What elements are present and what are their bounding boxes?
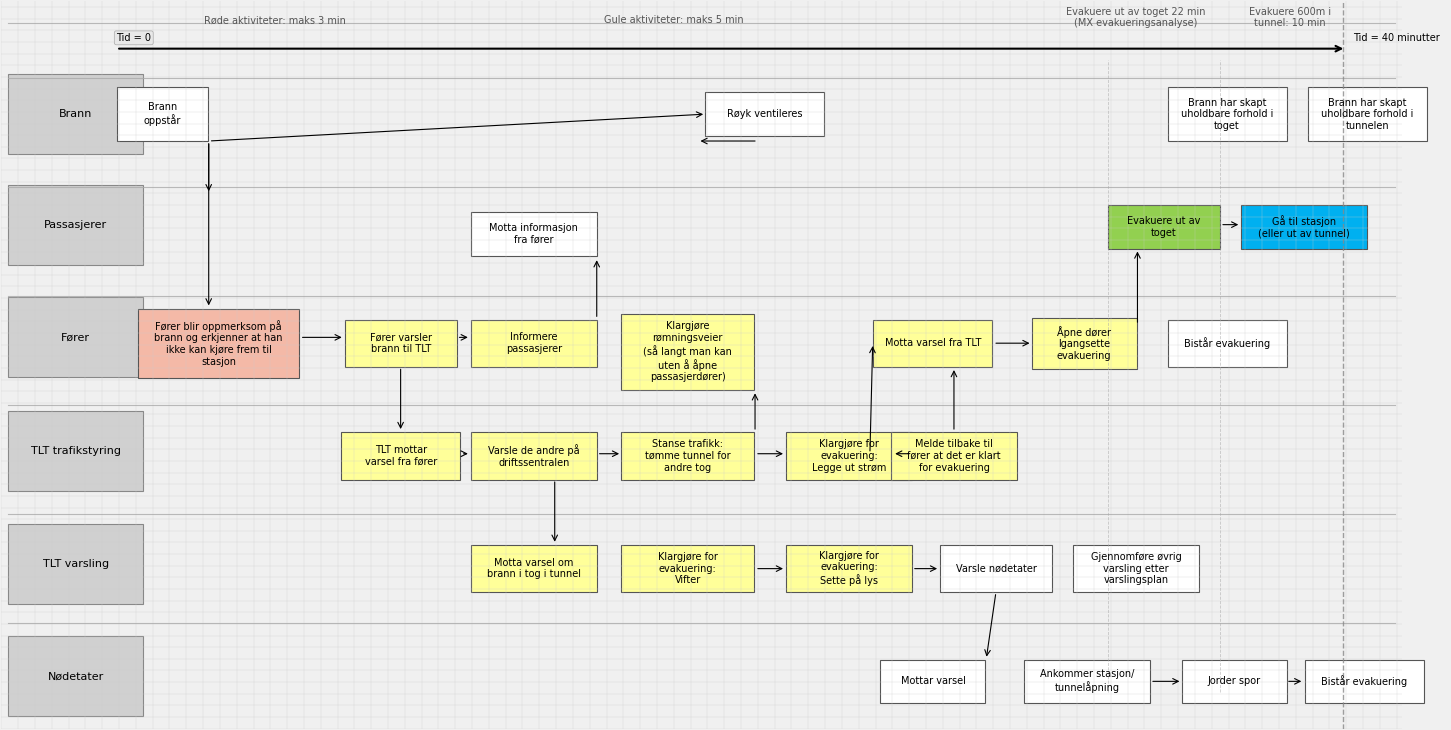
Text: Ankommer stasjon/
tunnelåpning: Ankommer stasjon/ tunnelåpning	[1040, 669, 1135, 694]
FancyBboxPatch shape	[344, 320, 457, 366]
FancyBboxPatch shape	[621, 314, 755, 390]
FancyBboxPatch shape	[1304, 659, 1423, 703]
Text: Brann: Brann	[59, 109, 93, 119]
Text: Varsle nødetater: Varsle nødetater	[956, 564, 1036, 574]
FancyBboxPatch shape	[9, 185, 142, 265]
FancyBboxPatch shape	[9, 523, 142, 604]
FancyBboxPatch shape	[1024, 659, 1151, 703]
Text: Fører blir oppmerksom på
brann og erkjenner at han
ikke kan kjøre frem til
stasj: Fører blir oppmerksom på brann og erkjen…	[154, 320, 283, 366]
Text: Nødetater: Nødetater	[48, 672, 104, 681]
FancyBboxPatch shape	[138, 309, 299, 377]
Text: Røyk ventileres: Røyk ventileres	[727, 109, 802, 119]
FancyBboxPatch shape	[9, 297, 142, 377]
Text: Jorder spor: Jorder spor	[1207, 676, 1261, 686]
FancyBboxPatch shape	[621, 545, 755, 592]
FancyBboxPatch shape	[786, 545, 911, 592]
Text: Gjennomføre øvrig
varsling etter
varslingsplan: Gjennomføre øvrig varsling etter varslin…	[1091, 552, 1181, 585]
Text: Klargjøre for
evakuering:
Vifter: Klargjøre for evakuering: Vifter	[657, 552, 718, 585]
Text: Klargjøre for
evakuering:
Legge ut strøm: Klargjøre for evakuering: Legge ut strøm	[811, 439, 887, 472]
Text: Informere
passasjerer: Informere passasjerer	[505, 332, 562, 354]
FancyBboxPatch shape	[1074, 545, 1199, 592]
Text: Passasjerer: Passasjerer	[44, 220, 107, 230]
Text: Motta informasjon
fra fører: Motta informasjon fra fører	[489, 223, 577, 245]
FancyBboxPatch shape	[705, 92, 824, 136]
FancyBboxPatch shape	[1032, 318, 1136, 369]
FancyBboxPatch shape	[1168, 320, 1287, 366]
Text: TLT varsling: TLT varsling	[42, 558, 109, 569]
FancyBboxPatch shape	[621, 432, 755, 480]
FancyBboxPatch shape	[470, 320, 596, 366]
Text: Tid = 0: Tid = 0	[116, 33, 151, 43]
FancyBboxPatch shape	[9, 411, 142, 491]
FancyBboxPatch shape	[1109, 205, 1220, 249]
FancyBboxPatch shape	[1181, 659, 1287, 703]
FancyBboxPatch shape	[470, 432, 596, 480]
Text: Motta varsel fra TLT: Motta varsel fra TLT	[885, 338, 981, 348]
Text: Klargjøre
rømningsveier
(så langt man kan
uten å åpne
passasjerdører): Klargjøre rømningsveier (så langt man ka…	[643, 321, 733, 383]
Text: Melde tilbake til
fører at det er klart
for evakuering: Melde tilbake til fører at det er klart …	[907, 439, 1001, 472]
Text: TLT trafikstyring: TLT trafikstyring	[30, 446, 120, 456]
Text: Stanse trafikk:
tømme tunnel for
andre tog: Stanse trafikk: tømme tunnel for andre t…	[646, 439, 731, 472]
Text: Varsle de andre på
driftssentralen: Varsle de andre på driftssentralen	[488, 444, 579, 468]
Text: Tid = 40 minutter: Tid = 40 minutter	[1354, 33, 1439, 43]
FancyBboxPatch shape	[874, 320, 992, 366]
Text: Åpne dører
lgangsette
evakuering: Åpne dører lgangsette evakuering	[1056, 326, 1111, 361]
Text: Røde aktiviteter: maks 3 min: Røde aktiviteter: maks 3 min	[203, 15, 345, 26]
FancyBboxPatch shape	[470, 545, 596, 592]
Text: Bistår evakuering: Bistår evakuering	[1184, 337, 1270, 349]
Text: Motta varsel om
brann i tog i tunnel: Motta varsel om brann i tog i tunnel	[486, 558, 580, 580]
FancyBboxPatch shape	[1307, 87, 1426, 142]
Text: Evakuere 600m i
tunnel: 10 min: Evakuere 600m i tunnel: 10 min	[1249, 7, 1331, 28]
Text: Evakuere ut av toget 22 min
(MX evakueringsanalyse): Evakuere ut av toget 22 min (MX evakueri…	[1066, 7, 1206, 28]
Text: Fører: Fører	[61, 332, 90, 342]
FancyBboxPatch shape	[9, 74, 142, 154]
FancyBboxPatch shape	[341, 432, 460, 480]
FancyBboxPatch shape	[786, 432, 911, 480]
Text: Mottar varsel: Mottar varsel	[901, 676, 965, 686]
Text: Gå til stasjon
(eller ut av tunnel): Gå til stasjon (eller ut av tunnel)	[1258, 215, 1349, 239]
Text: Gule aktiviteter: maks 5 min: Gule aktiviteter: maks 5 min	[604, 15, 743, 26]
FancyBboxPatch shape	[470, 212, 596, 256]
FancyBboxPatch shape	[9, 637, 142, 716]
Text: Fører varsler
brann til TLT: Fører varsler brann til TLT	[370, 332, 431, 354]
Text: Klargjøre for
evakuering:
Sette på lys: Klargjøre for evakuering: Sette på lys	[818, 551, 879, 586]
Text: Brann har skapt
uholdbare forhold i
toget: Brann har skapt uholdbare forhold i toge…	[1181, 98, 1274, 131]
FancyBboxPatch shape	[118, 87, 207, 142]
FancyBboxPatch shape	[1241, 205, 1367, 249]
FancyBboxPatch shape	[891, 432, 1017, 480]
Text: Brann
oppstår: Brann oppstår	[144, 102, 181, 126]
FancyBboxPatch shape	[940, 545, 1052, 592]
Text: TLT mottar
varsel fra fører: TLT mottar varsel fra fører	[364, 445, 437, 466]
Text: Evakuere ut av
toget: Evakuere ut av toget	[1127, 216, 1201, 238]
FancyBboxPatch shape	[881, 659, 985, 703]
Text: Brann har skapt
uholdbare forhold i
tunnelen: Brann har skapt uholdbare forhold i tunn…	[1320, 98, 1413, 131]
FancyBboxPatch shape	[1168, 87, 1287, 142]
Text: Bistår evakuering: Bistår evakuering	[1322, 675, 1407, 687]
